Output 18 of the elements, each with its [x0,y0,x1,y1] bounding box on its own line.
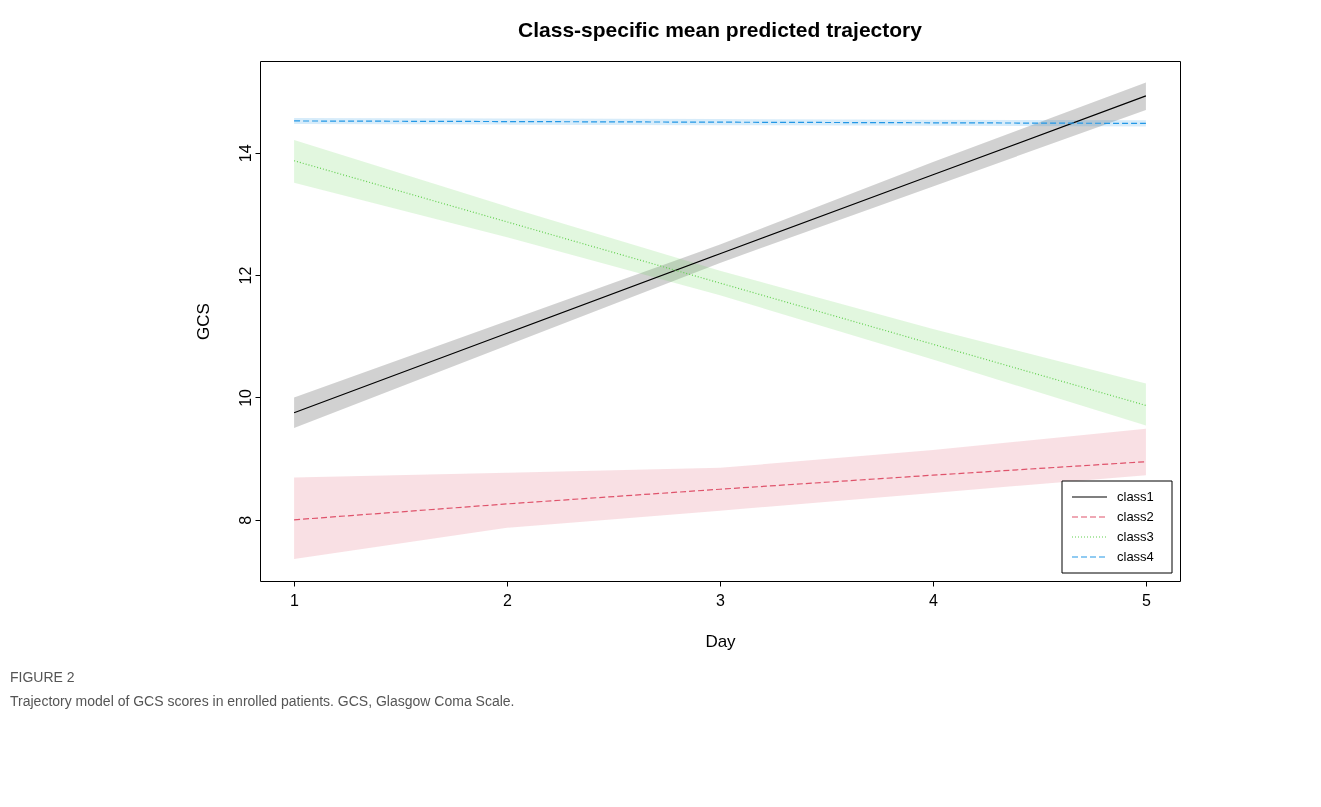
y-axis-title: GCS [193,303,213,340]
x-tick-label: 2 [503,591,513,609]
y-tick-label: 14 [236,144,254,163]
legend-label: class4 [1117,549,1154,564]
legend-label: class3 [1117,529,1154,544]
x-axis-title: Day [705,631,737,651]
x-tick-label: 5 [1141,591,1151,609]
x-tick-label: 4 [929,591,939,609]
y-tick-label: 8 [236,515,254,525]
text: Trajectory model of GCS scores in enrolled patients. GCS, Glasgow Coma Scale. [10,693,515,709]
y-tick-label: 10 [236,388,254,407]
caption: FIGURE 2 [10,669,75,685]
y-tick-label: 12 [236,266,254,285]
legend-label: class1 [1117,489,1154,504]
legend-label: class2 [1117,509,1154,524]
chart-title: Class-specific mean predicted trajectory [518,18,923,41]
x-tick-label: 3 [716,591,726,609]
x-tick-label: 1 [290,591,300,609]
